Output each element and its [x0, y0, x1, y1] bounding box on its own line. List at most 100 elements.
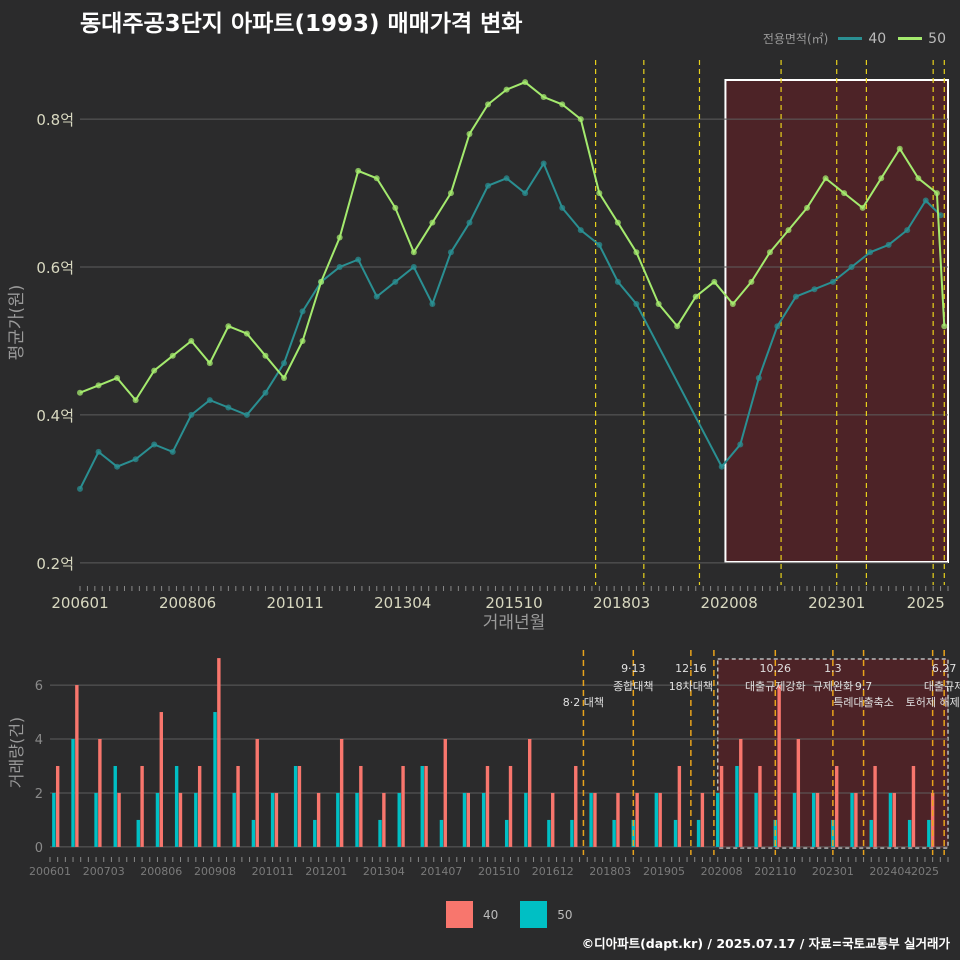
data-point-50	[633, 249, 640, 256]
volume-bar-50	[462, 792, 467, 847]
volume-bar-40	[140, 765, 144, 847]
policy-annotation: 규제완화	[813, 680, 853, 693]
top-legend: 전용면적(㎡) 40 50	[763, 30, 952, 47]
data-point-50	[729, 301, 736, 308]
data-point-40	[577, 227, 584, 234]
data-point-50	[410, 249, 417, 256]
x-tick-label: 202008	[701, 594, 758, 612]
volume-bar-40	[739, 739, 743, 847]
data-point-40	[262, 389, 269, 396]
data-point-40	[737, 441, 744, 448]
volume-bar-50	[612, 819, 616, 847]
policy-annotation: 12·16	[675, 662, 707, 675]
policy-annotation: 6.27	[932, 662, 957, 675]
volume-x-tick-label: 201304	[363, 865, 405, 878]
data-point-40	[410, 264, 417, 271]
data-point-50	[766, 249, 773, 256]
volume-bar-40	[930, 792, 935, 847]
x-tick-label: 201011	[267, 594, 324, 612]
volume-bar-40	[217, 658, 221, 847]
volume-bar-50	[52, 792, 56, 847]
volume-bar-50	[397, 792, 401, 847]
volume-y-tick-label: 6	[35, 679, 43, 694]
volume-bar-40	[197, 765, 202, 847]
volume-bar-40	[528, 739, 532, 847]
volume-bar-40	[677, 765, 682, 847]
data-point-40	[633, 301, 640, 308]
volume-bar-50	[589, 792, 593, 847]
data-point-40	[243, 411, 250, 418]
volume-bar-40	[274, 792, 279, 847]
volume-bar-50	[869, 819, 873, 847]
volume-bar-40	[873, 765, 877, 847]
y-tick-label: 0.6억	[36, 259, 74, 277]
data-point-50	[896, 145, 903, 152]
data-point-50	[206, 360, 213, 367]
volume-bar-40	[854, 792, 858, 847]
data-point-40	[867, 249, 874, 256]
y-axis-label: 평균가(원)	[7, 285, 27, 361]
data-point-50	[596, 190, 603, 197]
volume-bar-40	[574, 765, 578, 847]
data-point-50	[748, 278, 755, 285]
policy-annotation: 특례대출축소	[833, 696, 894, 709]
volume-bar-50	[907, 819, 912, 847]
volume-bar-50	[420, 765, 424, 847]
volume-bar-40	[236, 765, 240, 847]
data-point-50	[262, 352, 269, 359]
volume-bar-50	[270, 792, 275, 847]
data-point-40	[132, 456, 139, 463]
volume-bar-40	[758, 765, 762, 847]
data-point-40	[225, 404, 232, 411]
data-point-40	[299, 308, 306, 315]
volume-bar-40	[485, 765, 490, 847]
volume-bar-40	[551, 792, 555, 847]
data-point-40	[614, 278, 621, 285]
data-point-40	[774, 323, 781, 330]
data-point-40	[830, 278, 837, 285]
volume-bar-40	[508, 765, 513, 847]
data-point-40	[466, 219, 473, 226]
x-axis-label: 거래년월	[483, 613, 546, 633]
volume-bar-40	[777, 685, 781, 847]
data-point-50	[933, 190, 940, 197]
volume-y-axis-label: 거래량(건)	[7, 717, 26, 788]
data-point-40	[392, 278, 399, 285]
data-point-40	[503, 175, 510, 182]
legend-swatch-40	[838, 37, 863, 40]
volume-bar-50	[194, 792, 198, 847]
volume-bar-50	[71, 739, 75, 847]
volume-bar-50	[524, 792, 528, 847]
data-point-50	[503, 86, 510, 93]
policy-annotation: 1.3	[824, 662, 842, 675]
data-point-40	[540, 160, 547, 167]
volume-bar-50	[481, 792, 486, 847]
volume-bar-50	[811, 792, 816, 847]
volume-bar-40	[75, 685, 79, 847]
volume-bar-40	[815, 792, 820, 847]
volume-y-tick-label: 0	[35, 841, 43, 856]
data-point-50	[225, 323, 232, 330]
x-tick-label: 201510	[485, 594, 542, 612]
volume-x-tick-label: 202110	[754, 865, 796, 878]
data-point-40	[485, 182, 492, 189]
data-point-40	[718, 463, 725, 470]
data-point-50	[540, 93, 547, 100]
volume-bar-50	[251, 819, 256, 847]
series-line-50	[79, 81, 946, 402]
data-point-50	[841, 190, 848, 197]
volume-bar-50	[378, 819, 382, 847]
data-point-50	[674, 323, 681, 330]
volume-bar-50	[735, 765, 739, 847]
volume-bar-40	[835, 765, 839, 847]
volume-bar-40	[382, 792, 386, 847]
data-point-40	[206, 397, 213, 404]
data-point-50	[281, 374, 288, 381]
data-point-50	[785, 227, 792, 234]
policy-annotation: 8·2 대책	[563, 696, 604, 709]
data-point-50	[804, 204, 811, 211]
volume-bar-50	[136, 819, 140, 847]
data-point-40	[373, 293, 380, 300]
data-point-50	[915, 175, 922, 182]
